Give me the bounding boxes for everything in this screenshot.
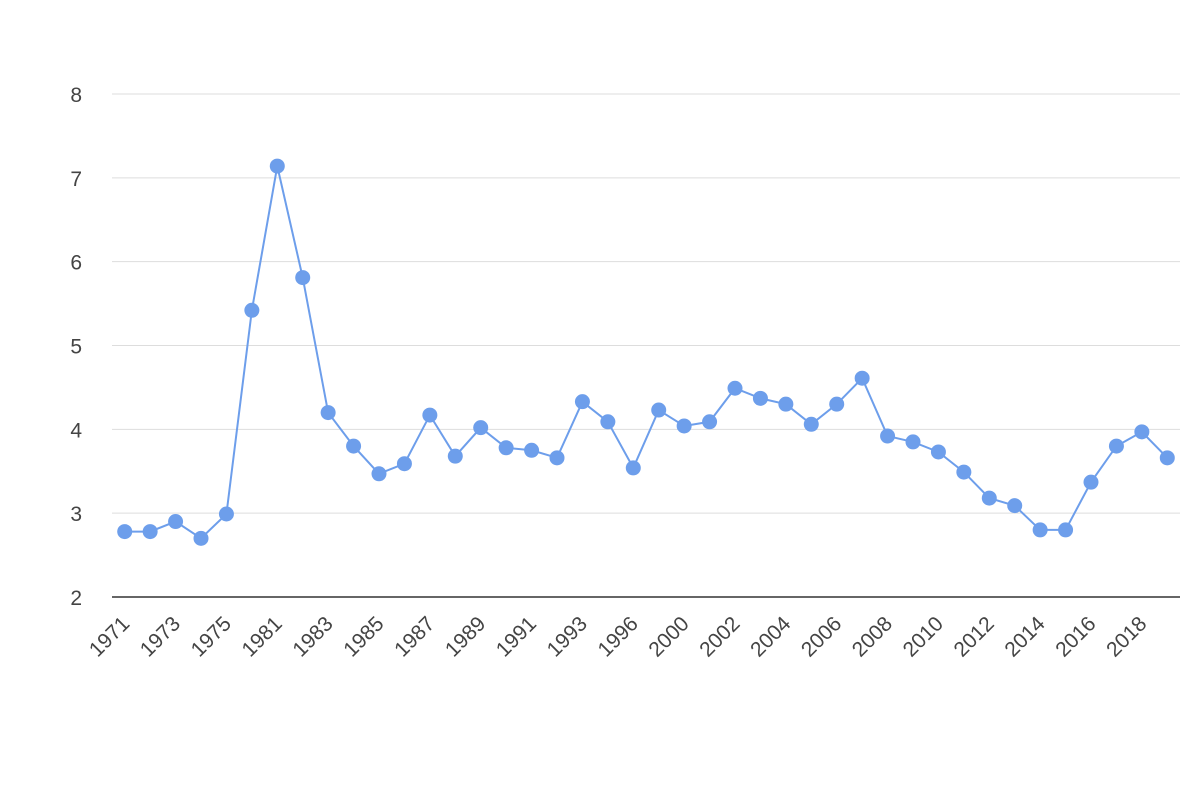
y-tick-label: 8 bbox=[70, 84, 82, 107]
x-tick-label: 2016 bbox=[1051, 612, 1100, 661]
x-tick-label: 2018 bbox=[1102, 612, 1151, 661]
point bbox=[1058, 522, 1074, 538]
line bbox=[124, 165, 1169, 540]
point bbox=[1032, 522, 1048, 538]
point bbox=[473, 420, 489, 436]
x-tick-label: 1991 bbox=[492, 612, 541, 661]
point bbox=[981, 490, 997, 506]
y-tick-label: 4 bbox=[70, 419, 82, 442]
x-tick-label: 2006 bbox=[797, 612, 846, 661]
point bbox=[295, 270, 311, 286]
x-tick-label: 1971 bbox=[85, 612, 134, 661]
point bbox=[193, 530, 209, 546]
point bbox=[269, 158, 285, 174]
y-tick-label: 6 bbox=[70, 252, 82, 275]
point bbox=[447, 448, 463, 464]
point bbox=[422, 407, 438, 423]
point bbox=[574, 394, 590, 410]
point bbox=[880, 428, 896, 444]
point bbox=[1159, 450, 1175, 466]
x-tick-label: 1975 bbox=[187, 612, 236, 661]
point bbox=[1007, 498, 1023, 514]
point bbox=[1083, 474, 1099, 490]
x-tick-label: 1987 bbox=[390, 612, 439, 661]
point bbox=[1134, 424, 1150, 440]
point bbox=[549, 450, 565, 466]
x-tick-label: 2002 bbox=[695, 612, 744, 661]
x-tick-label: 2008 bbox=[848, 612, 897, 661]
y-tick-label: 5 bbox=[70, 336, 82, 359]
point bbox=[396, 456, 412, 472]
point bbox=[117, 524, 133, 540]
x-tick-label: 1985 bbox=[339, 612, 388, 661]
point bbox=[956, 464, 972, 480]
point bbox=[168, 514, 184, 530]
point bbox=[371, 466, 387, 482]
point bbox=[702, 414, 718, 430]
y-tick-label: 7 bbox=[70, 168, 82, 191]
point bbox=[651, 402, 667, 418]
point bbox=[625, 460, 641, 476]
x-tick-label: 1981 bbox=[238, 612, 287, 661]
x-tick-label: 1989 bbox=[441, 612, 490, 661]
point bbox=[829, 396, 845, 412]
point bbox=[676, 418, 692, 434]
x-tick-label: 2010 bbox=[899, 612, 948, 661]
point bbox=[244, 302, 260, 318]
x-tick-label: 2014 bbox=[1000, 612, 1050, 662]
point bbox=[218, 506, 234, 522]
point bbox=[727, 380, 743, 396]
point bbox=[142, 524, 158, 540]
point bbox=[854, 370, 870, 386]
x-tick-label: 2012 bbox=[950, 612, 999, 661]
point bbox=[524, 442, 540, 458]
point bbox=[320, 405, 336, 421]
point bbox=[1108, 438, 1124, 454]
y-tick-label: 2 bbox=[70, 587, 82, 610]
point bbox=[930, 444, 946, 460]
point bbox=[803, 416, 819, 432]
x-tick-label: 2004 bbox=[746, 612, 796, 662]
x-tick-label: 1996 bbox=[594, 612, 643, 661]
point bbox=[346, 438, 362, 454]
point bbox=[600, 414, 616, 430]
x-tick-label: 2000 bbox=[644, 612, 693, 661]
x-tick-label: 1993 bbox=[543, 612, 592, 661]
point bbox=[752, 390, 768, 406]
x-tick-label: 1983 bbox=[288, 612, 337, 661]
y-tick-label: 3 bbox=[70, 503, 82, 526]
point bbox=[778, 396, 794, 412]
point bbox=[498, 440, 514, 456]
x-tick-label: 1973 bbox=[136, 612, 185, 661]
point bbox=[905, 434, 921, 450]
